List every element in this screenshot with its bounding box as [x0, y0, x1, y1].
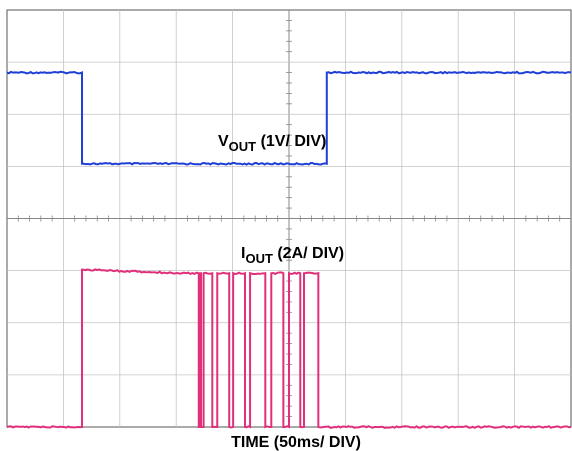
- iout-label-main: I: [241, 245, 245, 262]
- traces: [6, 70, 572, 429]
- iout-label: IOUT (2A/ DIV): [241, 245, 344, 266]
- iout-trace: [6, 268, 572, 429]
- vout-label-rest: (1V/ DIV): [256, 133, 326, 150]
- vout-label-sub: OUT: [229, 139, 257, 154]
- iout-label-rest: (2A/ DIV): [273, 245, 344, 262]
- vout-label: VOUT (1V/ DIV): [218, 133, 326, 154]
- vout-label-main: V: [218, 133, 229, 150]
- x-axis-label: TIME (50ms/ DIV): [231, 434, 361, 451]
- vout-trace: [6, 70, 572, 166]
- iout-label-sub: OUT: [245, 251, 273, 266]
